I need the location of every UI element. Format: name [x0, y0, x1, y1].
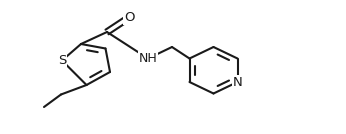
Text: O: O — [124, 11, 134, 24]
Text: S: S — [58, 54, 66, 67]
Text: N: N — [233, 75, 243, 88]
Text: NH: NH — [139, 52, 157, 65]
